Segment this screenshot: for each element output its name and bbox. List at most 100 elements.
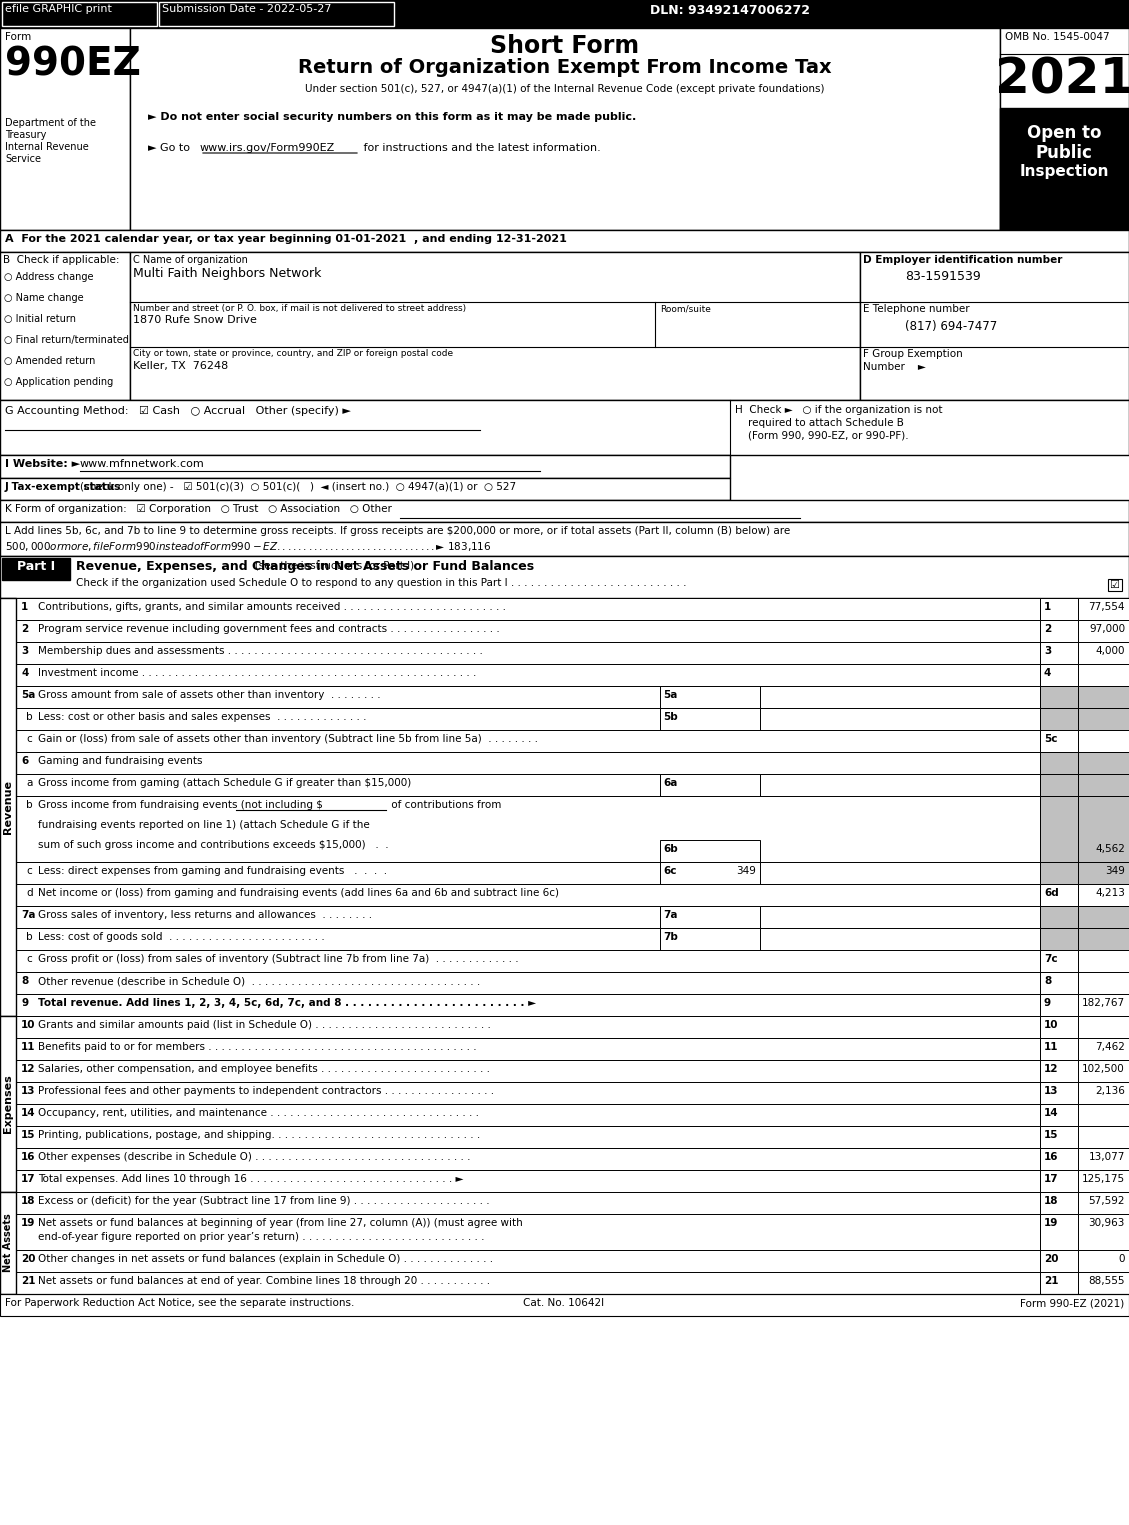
Text: 77,554: 77,554 <box>1088 602 1124 612</box>
Bar <box>1078 971 1129 994</box>
Text: 10: 10 <box>1044 1020 1059 1029</box>
Bar <box>16 906 1040 929</box>
Text: Net income or (loss) from gaming and fundraising events (add lines 6a and 6b and: Net income or (loss) from gaming and fun… <box>38 888 559 898</box>
Text: 8: 8 <box>21 976 28 987</box>
Text: 6a: 6a <box>663 778 677 788</box>
Text: 5a: 5a <box>21 689 35 700</box>
Text: Benefits paid to or for members . . . . . . . . . . . . . . . . . . . . . . . . : Benefits paid to or for members . . . . … <box>38 1042 476 1052</box>
Text: 8: 8 <box>1044 976 1051 987</box>
Text: 6b: 6b <box>663 843 677 854</box>
Bar <box>1040 906 1078 929</box>
Bar <box>1078 884 1129 906</box>
Text: end-of-year figure reported on prior year’s return) . . . . . . . . . . . . . . : end-of-year figure reported on prior yea… <box>38 1232 484 1241</box>
Bar <box>1078 1083 1129 1104</box>
Text: 10: 10 <box>21 1020 35 1029</box>
Text: Other changes in net assets or fund balances (explain in Schedule O) . . . . . .: Other changes in net assets or fund bala… <box>38 1254 493 1264</box>
Bar <box>1040 950 1078 971</box>
Text: 2: 2 <box>1044 624 1051 634</box>
Bar <box>16 621 1040 642</box>
Text: 11: 11 <box>21 1042 35 1052</box>
Text: Revenue, Expenses, and Changes in Net Assets or Fund Balances: Revenue, Expenses, and Changes in Net As… <box>76 560 534 573</box>
Bar <box>1078 1060 1129 1083</box>
Text: Other revenue (describe in Schedule O)  . . . . . . . . . . . . . . . . . . . . : Other revenue (describe in Schedule O) .… <box>38 976 480 987</box>
Text: G Accounting Method:   ☑ Cash   ○ Accrual   Other (specify) ►: G Accounting Method: ☑ Cash ○ Accrual Ot… <box>5 406 351 416</box>
Text: Total expenses. Add lines 10 through 16 . . . . . . . . . . . . . . . . . . . . : Total expenses. Add lines 10 through 16 … <box>38 1174 464 1183</box>
Bar <box>1040 1272 1078 1295</box>
Text: Gross amount from sale of assets other than inventory  . . . . . . . .: Gross amount from sale of assets other t… <box>38 689 380 700</box>
Text: for instructions and the latest information.: for instructions and the latest informat… <box>360 143 601 152</box>
Bar <box>0 27 130 230</box>
Text: 4,562: 4,562 <box>1095 843 1124 854</box>
Text: Gaming and fundraising events: Gaming and fundraising events <box>38 756 202 766</box>
Bar <box>1078 929 1129 950</box>
Bar <box>16 730 1040 752</box>
Bar <box>860 252 1129 400</box>
Bar <box>16 862 1040 884</box>
Bar <box>16 1148 1040 1170</box>
Bar <box>16 971 1040 994</box>
Bar <box>1078 796 1129 862</box>
Text: c: c <box>26 866 32 875</box>
Text: Number and street (or P. O. box, if mail is not delivered to street address): Number and street (or P. O. box, if mail… <box>133 303 466 313</box>
Text: 7a: 7a <box>663 910 677 920</box>
Text: 20: 20 <box>1044 1254 1059 1264</box>
Text: Excess or (deficit) for the year (Subtract line 17 from line 9) . . . . . . . . : Excess or (deficit) for the year (Subtra… <box>38 1196 490 1206</box>
Text: 990EZ: 990EZ <box>5 46 141 84</box>
Text: 4,000: 4,000 <box>1095 647 1124 656</box>
Text: 102,500: 102,500 <box>1083 1064 1124 1074</box>
Text: 1: 1 <box>21 602 28 612</box>
Text: 18: 18 <box>1044 1196 1059 1206</box>
Bar <box>1078 752 1129 775</box>
Bar <box>1040 1125 1078 1148</box>
Bar <box>1078 686 1129 708</box>
Bar <box>1078 730 1129 752</box>
Bar <box>660 862 760 884</box>
Bar <box>16 1039 1040 1060</box>
Text: 5a: 5a <box>663 689 677 700</box>
Bar <box>1078 1272 1129 1295</box>
Bar <box>1040 730 1078 752</box>
Text: c: c <box>26 734 32 744</box>
Bar <box>1078 950 1129 971</box>
Text: For Paperwork Reduction Act Notice, see the separate instructions.: For Paperwork Reduction Act Notice, see … <box>5 1298 355 1308</box>
Text: DLN: 93492147006272: DLN: 93492147006272 <box>650 5 809 17</box>
Bar <box>1078 994 1129 1016</box>
Bar <box>1040 1060 1078 1083</box>
Text: B  Check if applicable:: B Check if applicable: <box>3 255 120 265</box>
Text: Cat. No. 10642I: Cat. No. 10642I <box>524 1298 604 1308</box>
Bar <box>16 642 1040 663</box>
Bar <box>1078 1039 1129 1060</box>
Bar <box>16 1272 1040 1295</box>
Bar <box>1040 862 1078 884</box>
Text: Expenses: Expenses <box>3 1075 14 1133</box>
Text: Keller, TX  76248: Keller, TX 76248 <box>133 361 228 371</box>
Bar <box>1040 929 1078 950</box>
Text: 14: 14 <box>1044 1109 1059 1118</box>
Bar <box>1078 1250 1129 1272</box>
Text: Gain or (loss) from sale of assets other than inventory (Subtract line 5b from l: Gain or (loss) from sale of assets other… <box>38 734 539 744</box>
Bar <box>1040 1193 1078 1214</box>
Text: Multi Faith Neighbors Network: Multi Faith Neighbors Network <box>133 267 322 281</box>
Text: ○ Name change: ○ Name change <box>5 293 84 303</box>
Text: b: b <box>26 801 33 810</box>
Text: 15: 15 <box>1044 1130 1059 1141</box>
Bar <box>1040 775 1078 796</box>
Bar <box>0 1193 16 1295</box>
Text: 2,136: 2,136 <box>1095 1086 1124 1096</box>
Bar <box>660 840 760 862</box>
Bar <box>1040 1016 1078 1039</box>
Text: 0: 0 <box>1119 1254 1124 1264</box>
Text: 3: 3 <box>1044 647 1051 656</box>
Text: 83-1591539: 83-1591539 <box>905 270 981 284</box>
Text: Gross sales of inventory, less returns and allowances  . . . . . . . .: Gross sales of inventory, less returns a… <box>38 910 373 920</box>
Text: ○ Final return/terminated: ○ Final return/terminated <box>5 336 129 345</box>
Bar <box>130 27 1000 230</box>
Text: 7b: 7b <box>663 932 677 942</box>
Text: Part I: Part I <box>17 560 55 573</box>
Text: 16: 16 <box>1044 1151 1059 1162</box>
Text: 97,000: 97,000 <box>1088 624 1124 634</box>
Text: Program service revenue including government fees and contracts . . . . . . . . : Program service revenue including govern… <box>38 624 500 634</box>
Bar <box>1078 1214 1129 1250</box>
Text: 3: 3 <box>21 647 28 656</box>
Text: 4: 4 <box>21 668 28 679</box>
